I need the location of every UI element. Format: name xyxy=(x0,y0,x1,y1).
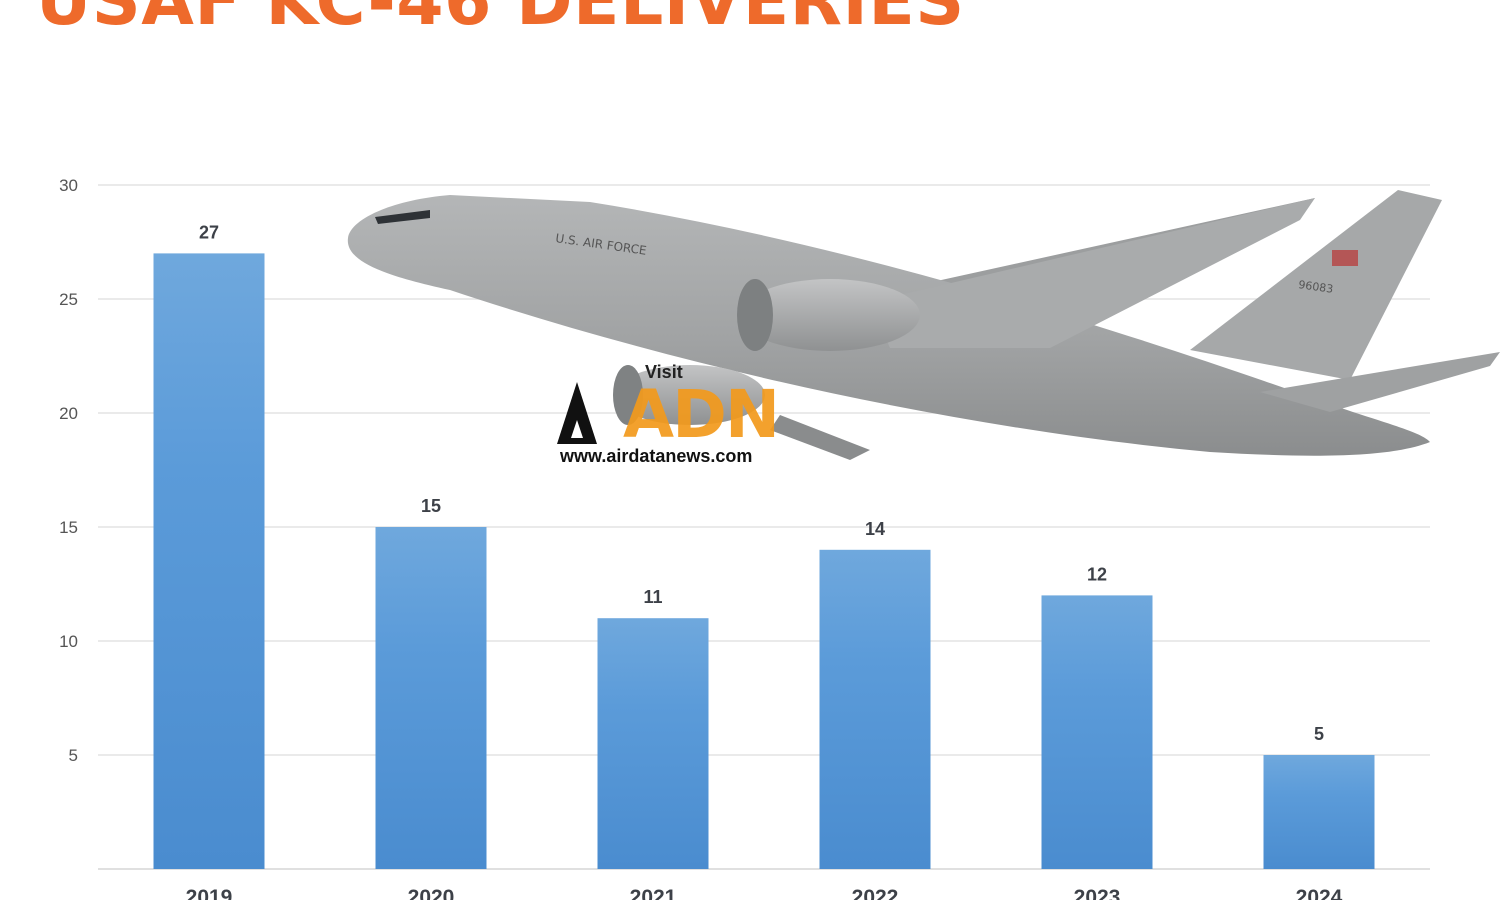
x-tick-label: 2020 xyxy=(408,886,455,900)
data-label: 14 xyxy=(865,519,885,539)
data-label: 11 xyxy=(643,587,662,607)
watermark-visit-text: Visit xyxy=(645,362,683,382)
bar-2024 xyxy=(1263,755,1375,869)
tail-number: 96083 xyxy=(1298,278,1334,296)
bar-2019 xyxy=(153,253,265,869)
watermark-brand: ADN xyxy=(623,376,780,453)
bar-2022 xyxy=(819,549,931,869)
chart-title: USAF KC-46 DELIVERIES xyxy=(36,0,965,41)
data-label: 15 xyxy=(421,496,441,516)
kc46-aircraft-image: U.S. AIR FORCE 96083 xyxy=(347,190,1500,460)
watermark-url: www.airdatanews.com xyxy=(560,446,753,466)
x-tick-label: 2022 xyxy=(852,886,899,900)
us-flag-icon xyxy=(1332,250,1358,266)
x-tick-label: 2021 xyxy=(630,886,677,900)
y-tick-label: 30 xyxy=(59,176,78,195)
x-axis-ticks: 2019 2020 2021 2022 2023 2024 xyxy=(186,886,1343,900)
x-tick-label: 2024 xyxy=(1296,886,1343,900)
data-label: 12 xyxy=(1087,564,1107,584)
bar-2021 xyxy=(597,618,709,869)
bar-2023 xyxy=(1041,595,1153,869)
y-axis-ticks: 5 10 15 20 25 30 xyxy=(59,176,78,765)
x-tick-label: 2023 xyxy=(1074,886,1121,900)
y-tick-label: 15 xyxy=(59,518,78,537)
adn-watermark: Visit ADN www.airdatanews.com xyxy=(555,362,785,472)
data-label: 5 xyxy=(1314,724,1324,744)
grid-lines xyxy=(98,184,1430,870)
bars xyxy=(153,253,1375,869)
data-labels: 27 15 11 14 12 5 xyxy=(199,222,1324,744)
y-tick-label: 25 xyxy=(59,290,78,309)
bar-2020 xyxy=(375,527,487,869)
y-tick-label: 5 xyxy=(69,746,78,765)
x-tick-label: 2019 xyxy=(186,886,233,900)
data-label: 27 xyxy=(199,222,219,242)
adn-logo-icon xyxy=(557,382,597,444)
y-tick-label: 20 xyxy=(59,404,78,423)
y-tick-label: 10 xyxy=(59,632,78,651)
